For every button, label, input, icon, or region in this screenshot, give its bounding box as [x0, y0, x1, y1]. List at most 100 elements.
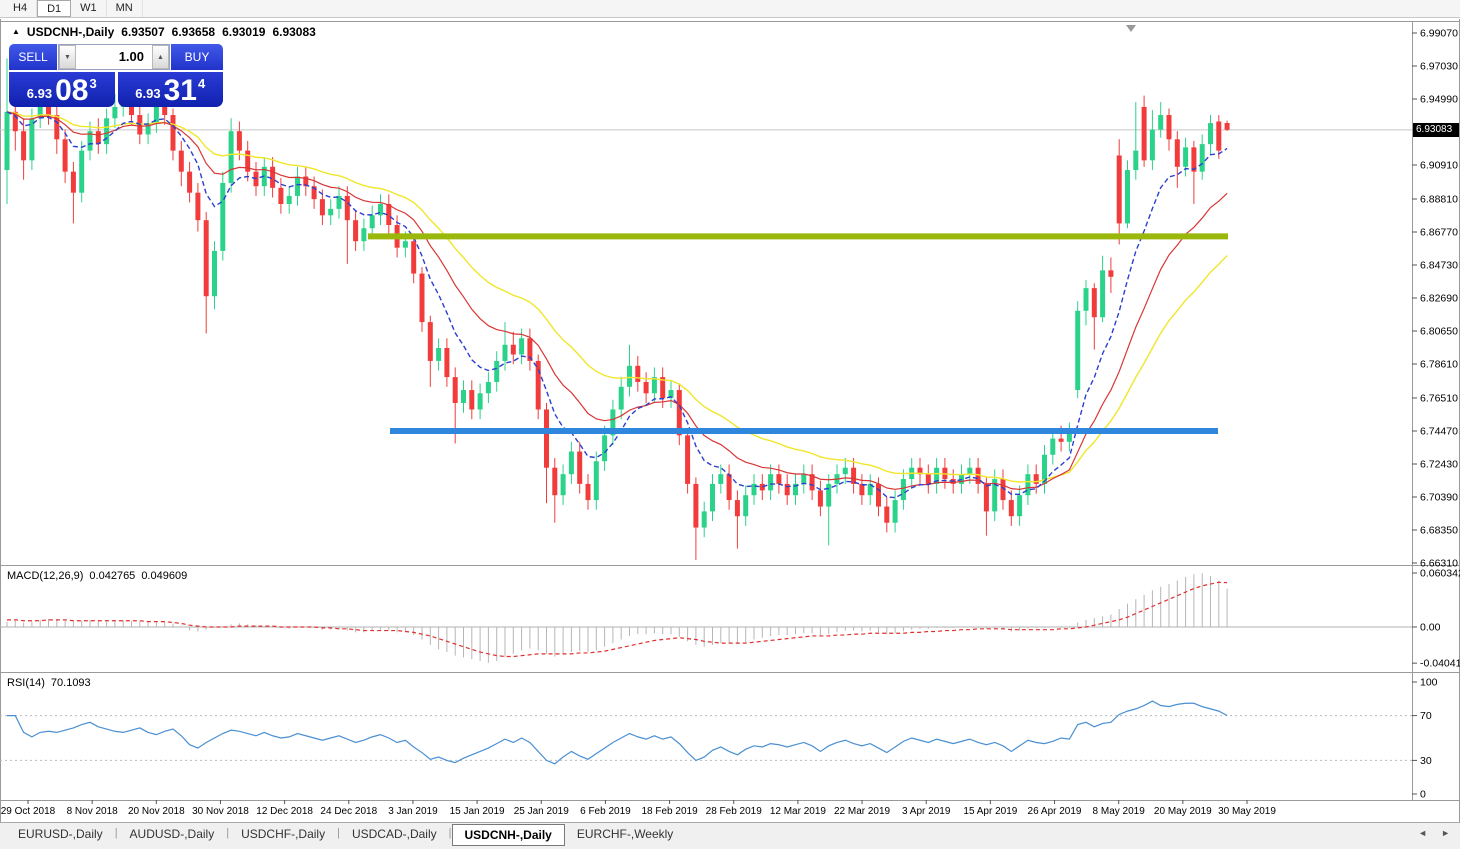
price-axis-label: 6.86770: [1420, 226, 1458, 238]
time-axis-label: 22 Mar 2019: [834, 806, 891, 817]
price-axis-label: 6.94990: [1420, 94, 1458, 106]
time-axis-label: 28 Feb 2019: [706, 806, 763, 817]
time-axis-label: 3 Jan 2019: [388, 806, 438, 817]
chart-shift-marker-icon: [1126, 25, 1136, 32]
time-axis-label: 25 Jan 2019: [514, 806, 569, 817]
timeframe-button-w1[interactable]: W1: [71, 0, 107, 17]
price-axis-label: 6.97030: [1420, 61, 1458, 73]
timeframe-button-d1[interactable]: D1: [37, 0, 72, 17]
ohlc-low: 6.93019: [222, 25, 266, 39]
rsi-axis-label: 0: [1420, 789, 1426, 801]
buy-price-pip: 4: [197, 76, 206, 91]
ohlc-high: 6.93658: [171, 25, 216, 39]
time-axis-label: 6 Feb 2019: [580, 806, 631, 817]
chart-tab-audusd-daily[interactable]: AUDUSD-,Daily: [129, 827, 215, 841]
macd-main-value: 0.042765: [89, 570, 136, 582]
macd-signal-value: 0.049609: [141, 570, 188, 582]
time-axis-label: 20 May 2019: [1154, 806, 1212, 817]
tab-separator: |: [226, 827, 230, 839]
chart-tab-usdcnh-daily[interactable]: USDCNH-,Daily: [451, 824, 565, 846]
time-axis-label: 12 Dec 2018: [256, 806, 313, 817]
price-axis-label: 6.90910: [1420, 160, 1458, 172]
rsi-axis-label: 100: [1420, 677, 1438, 689]
time-axis-label: 20 Nov 2018: [128, 806, 185, 817]
macd-axis-label: -0.040415: [1420, 658, 1460, 670]
time-axis-label: 30 Nov 2018: [192, 806, 249, 817]
price-axis-label: 6.76510: [1420, 392, 1458, 404]
time-axis-label: 26 Apr 2019: [1028, 806, 1082, 817]
rsi-value: 70.1093: [50, 677, 91, 689]
sell-price-pip: 3: [89, 76, 97, 91]
sell-price-big: 08: [55, 74, 89, 107]
sell-price-panel[interactable]: 6.93 08 3: [9, 72, 115, 107]
chart-tab-usdchf-daily[interactable]: USDCHF-,Daily: [241, 827, 326, 841]
timeframe-button-h4[interactable]: H4: [4, 0, 38, 17]
rsi-name: RSI(14): [7, 677, 45, 689]
buy-button[interactable]: BUY: [171, 44, 223, 70]
candlestick-series: [4, 58, 1230, 560]
rsi-axis-label: 70: [1420, 710, 1432, 722]
price-axis-label: 6.88810: [1420, 193, 1458, 205]
time-axis-label: 8 May 2019: [1093, 806, 1146, 817]
collapse-trade-panel-icon[interactable]: ▲: [12, 27, 20, 36]
volume-decrease-icon[interactable]: ▼: [59, 45, 76, 69]
chart-tab-eurchf-weekly[interactable]: EURCHF-,Weekly: [576, 827, 674, 841]
volume-increase-icon[interactable]: ▲: [152, 45, 169, 69]
buy-price-panel[interactable]: 6.93 31 4: [117, 72, 223, 107]
price-axis-label: 6.82690: [1420, 293, 1458, 305]
volume-input[interactable]: 1.00: [118, 49, 144, 64]
price-axis-label: 6.80650: [1420, 326, 1458, 338]
ma-fast-blue-line: [6, 111, 1228, 499]
time-axis-label: 15 Jan 2019: [450, 806, 505, 817]
chart-tab-eurusd-daily[interactable]: EURUSD-,Daily: [18, 827, 103, 841]
macd-name: MACD(12,26,9): [7, 570, 84, 582]
macd-axis-label: 0.060342: [1420, 568, 1460, 580]
current-price-tag: 6.93083: [1413, 123, 1459, 137]
sell-price-prefix: 6.93: [26, 86, 53, 101]
tab-separator: |: [337, 827, 340, 839]
time-axis-label: 8 Nov 2018: [67, 806, 119, 817]
sell-button[interactable]: SELL: [9, 44, 57, 70]
time-axis-label: 30 May 2019: [1218, 806, 1276, 817]
price-axis-label: 6.66310: [1420, 558, 1458, 570]
time-axis-label: 29 Oct 2018: [1, 806, 56, 817]
tab-scroll-right-icon[interactable]: ►: [1441, 828, 1450, 838]
ma-mid-red-line: [6, 111, 1228, 490]
timeframe-button-mn[interactable]: MN: [107, 0, 143, 17]
price-axis-label: 6.74470: [1420, 425, 1458, 437]
price-axis-label: 6.72430: [1420, 458, 1458, 470]
rsi-axis-label: 30: [1420, 755, 1432, 767]
chart-tab-bar: EURUSD-,Daily | AUDUSD-,Daily | USDCHF-,Dail…: [0, 822, 1460, 849]
price-axis-label: 6.99070: [1420, 28, 1458, 40]
timeframe-toolbar: H4 D1 W1 MN: [0, 0, 1460, 18]
time-axis-label: 3 Apr 2019: [902, 806, 951, 817]
tab-scroll-left-icon[interactable]: ◄: [1418, 828, 1428, 838]
time-axis-label: 18 Feb 2019: [641, 806, 698, 817]
one-click-trade-panel: SELL ▼ 1.00 ▲ BUY 6.93 08 3 6.93 31 4: [9, 44, 223, 107]
rsi-line: [7, 700, 1228, 765]
chart-ohlc-header: ▲ USDCNH-,Daily 6.93507 6.93658 6.93019 …: [12, 25, 316, 39]
tab-separator: |: [114, 827, 118, 839]
time-axis-label: 24 Dec 2018: [320, 806, 377, 817]
macd-histogram: [6, 573, 1228, 663]
ohlc-close: 6.93083: [272, 25, 316, 39]
chart-tab-usdcad-daily[interactable]: USDCAD-,Daily: [351, 827, 437, 841]
ohlc-open: 6.93507: [121, 25, 165, 39]
macd-signal-line: [7, 581, 1228, 658]
tab-scroll-arrows: ◄ ►: [1418, 828, 1450, 838]
buy-price-prefix: 6.93: [135, 86, 161, 101]
price-axis-label: 6.84730: [1420, 259, 1458, 271]
macd-axis-label: 0.00: [1420, 622, 1441, 634]
volume-box: ▼ 1.00 ▲: [58, 44, 170, 70]
time-axis-label: 12 Mar 2019: [770, 806, 827, 817]
chart-symbol-title: USDCNH-,Daily: [26, 25, 115, 39]
price-axis-label: 6.78610: [1420, 359, 1458, 371]
rsi-indicator-label: RSI(14) 70.1093: [7, 677, 91, 689]
buy-price-big: 31: [163, 74, 197, 107]
price-axis-label: 6.68350: [1420, 524, 1458, 536]
time-axis-label: 15 Apr 2019: [963, 806, 1017, 817]
ma-slow-yellow-line: [6, 111, 1228, 483]
tab-separator: |: [448, 827, 452, 839]
